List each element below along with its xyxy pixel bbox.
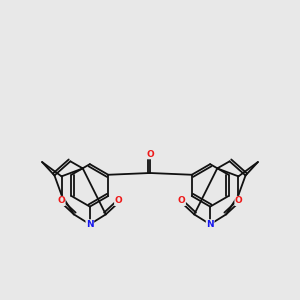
Text: O: O xyxy=(57,196,65,206)
Text: N: N xyxy=(86,220,94,229)
Text: O: O xyxy=(178,196,185,206)
Text: O: O xyxy=(115,196,122,206)
Text: O: O xyxy=(235,196,243,206)
Text: N: N xyxy=(206,220,214,229)
Text: O: O xyxy=(146,150,154,159)
